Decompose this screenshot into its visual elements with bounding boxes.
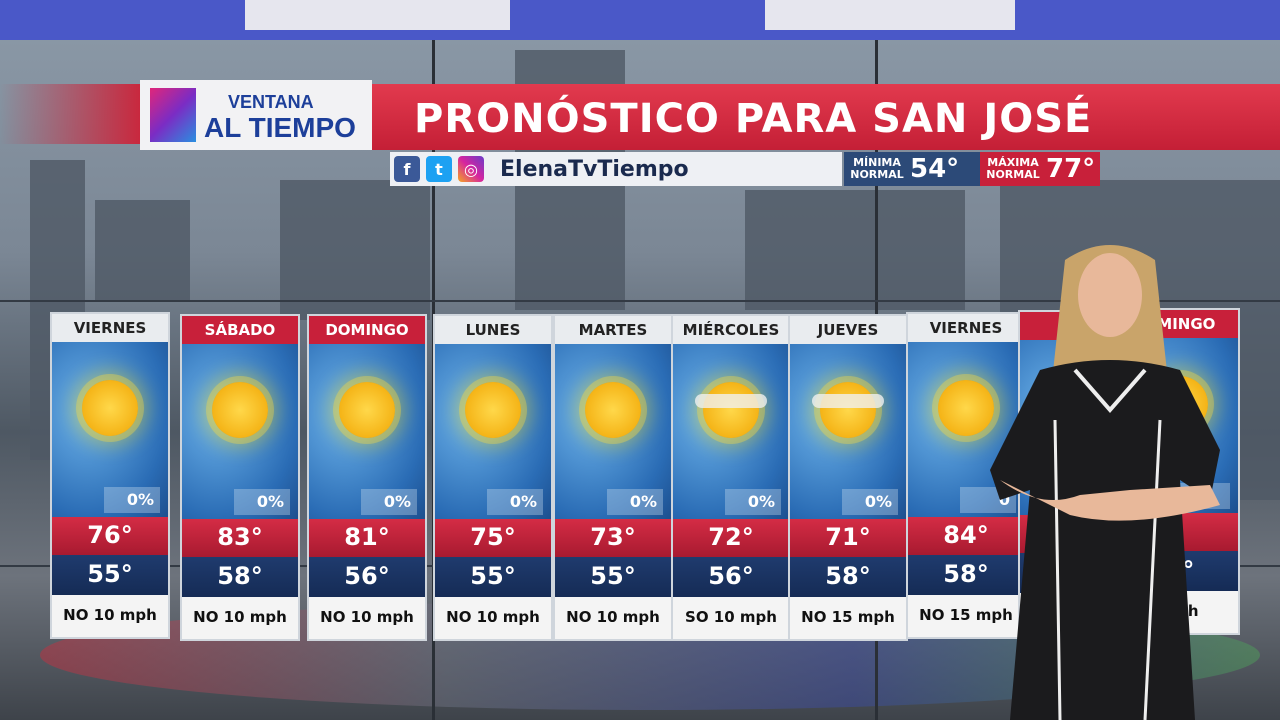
weather-icon-area: 0% bbox=[435, 344, 551, 519]
sun-icon bbox=[212, 382, 268, 438]
low-temp: 58° bbox=[908, 555, 1024, 595]
day-label: VIERNES bbox=[73, 319, 147, 337]
precip-chance: 0% bbox=[104, 487, 160, 513]
weather-icon-area: 0% bbox=[182, 344, 298, 519]
forecast-day: MIÉRCOLES 0% 72° 56° SO 10 mph bbox=[671, 314, 791, 641]
logo-text: AL TIEMPO bbox=[204, 112, 356, 143]
building bbox=[280, 180, 430, 320]
sun-icon bbox=[820, 382, 876, 438]
forecast-day: DOMINGO 0% 81° 56° NO 10 mph bbox=[307, 314, 427, 641]
wind: NO 10 mph bbox=[555, 597, 671, 639]
high-temp: 72° bbox=[673, 519, 789, 557]
haze-icon bbox=[695, 394, 767, 408]
high-temp: 73° bbox=[555, 519, 671, 557]
precip-chance: 0% bbox=[725, 489, 781, 515]
day-label: MARTES bbox=[578, 321, 648, 339]
low-temp: 56° bbox=[309, 557, 425, 597]
day-label: MIÉRCOLES bbox=[682, 321, 780, 339]
building bbox=[95, 200, 190, 300]
univision-logo-icon bbox=[150, 88, 196, 142]
wind: NO 10 mph bbox=[182, 597, 298, 639]
weather-icon-area: 0 bbox=[908, 342, 1024, 517]
header-accent bbox=[0, 84, 140, 144]
social-bar: f t ◎ ElenaTvTiempo bbox=[390, 152, 842, 186]
top-bar bbox=[0, 0, 1280, 40]
weather-icon-area: 0% bbox=[673, 344, 789, 519]
forecast-day: JUEVES 0% 71° 58° NO 15 mph bbox=[788, 314, 908, 641]
weather-icon-area: 0% bbox=[790, 344, 906, 519]
wind: NO 15 mph bbox=[790, 597, 906, 639]
precip-chance: 0% bbox=[487, 489, 543, 515]
forecast-day: LUNES 0% 75° 55° NO 10 mph bbox=[433, 314, 553, 641]
min-label: MÍNIMA NORMAL bbox=[850, 156, 904, 181]
sun-icon bbox=[82, 380, 138, 436]
forecast-day: MARTES 0% 73° 55° NO 10 mph bbox=[553, 314, 673, 641]
haze-icon bbox=[812, 394, 884, 408]
forecast-day: VIERNES 0 84° 58° NO 15 mph bbox=[906, 312, 1026, 639]
high-temp: 71° bbox=[790, 519, 906, 557]
day-label: SÁBADO bbox=[182, 316, 298, 344]
precip-chance: 0% bbox=[234, 489, 290, 515]
page-title: PRONÓSTICO PARA SAN JOSÉ bbox=[372, 84, 1280, 150]
max-label: MÁXIMA NORMAL bbox=[986, 156, 1040, 181]
high-temp: 75° bbox=[435, 519, 551, 557]
wind: NO 10 mph bbox=[52, 595, 168, 637]
wind: SO 10 mph bbox=[673, 597, 789, 639]
low-temp: 56° bbox=[673, 557, 789, 597]
wind: NO 10 mph bbox=[309, 597, 425, 639]
low-temp: 55° bbox=[52, 555, 168, 595]
weather-icon-area: 0% bbox=[52, 342, 168, 517]
precip-chance: 0% bbox=[842, 489, 898, 515]
day-label: LUNES bbox=[465, 321, 521, 339]
wind: NO 10 mph bbox=[435, 597, 551, 639]
day-label: VIERNES bbox=[929, 319, 1003, 337]
twitter-icon: t bbox=[426, 156, 452, 182]
normal-max: MÁXIMA NORMAL 77° bbox=[980, 152, 1100, 186]
weather-icon-area: 0% bbox=[555, 344, 671, 519]
instagram-icon: ◎ bbox=[458, 156, 484, 182]
day-label: JUEVES bbox=[817, 321, 879, 339]
forecast-day: SÁBADO 0% 83° 58° NO 10 mph bbox=[180, 314, 300, 641]
sun-icon bbox=[585, 382, 641, 438]
building bbox=[745, 190, 965, 310]
low-temp: 58° bbox=[182, 557, 298, 597]
precip-chance: 0% bbox=[607, 489, 663, 515]
presenter bbox=[990, 245, 1220, 720]
high-temp: 83° bbox=[182, 519, 298, 557]
weather-icon-area: 0% bbox=[309, 344, 425, 519]
forecast-day: VIERNES 0% 76° 55° NO 10 mph bbox=[50, 312, 170, 639]
normal-min: MÍNIMA NORMAL 54° bbox=[844, 152, 980, 186]
high-temp: 76° bbox=[52, 517, 168, 555]
max-value: 77° bbox=[1046, 154, 1096, 184]
low-temp: 58° bbox=[790, 557, 906, 597]
low-temp: 55° bbox=[435, 557, 551, 597]
logo-text: VENTANA bbox=[228, 92, 314, 112]
sun-icon bbox=[703, 382, 759, 438]
sun-icon bbox=[339, 382, 395, 438]
screen-divider bbox=[0, 300, 1280, 302]
wind: NO 15 mph bbox=[908, 595, 1024, 637]
social-handle: ElenaTvTiempo bbox=[500, 156, 689, 182]
low-temp: 55° bbox=[555, 557, 671, 597]
sun-icon bbox=[938, 380, 994, 436]
ventana-al-tiempo-logo: VENTANA AL TIEMPO bbox=[140, 80, 372, 150]
sun-icon bbox=[465, 382, 521, 438]
precip-chance: 0% bbox=[361, 489, 417, 515]
day-label: DOMINGO bbox=[309, 316, 425, 344]
facebook-icon: f bbox=[394, 156, 420, 182]
high-temp: 81° bbox=[309, 519, 425, 557]
min-value: 54° bbox=[910, 154, 960, 184]
high-temp: 84° bbox=[908, 517, 1024, 555]
